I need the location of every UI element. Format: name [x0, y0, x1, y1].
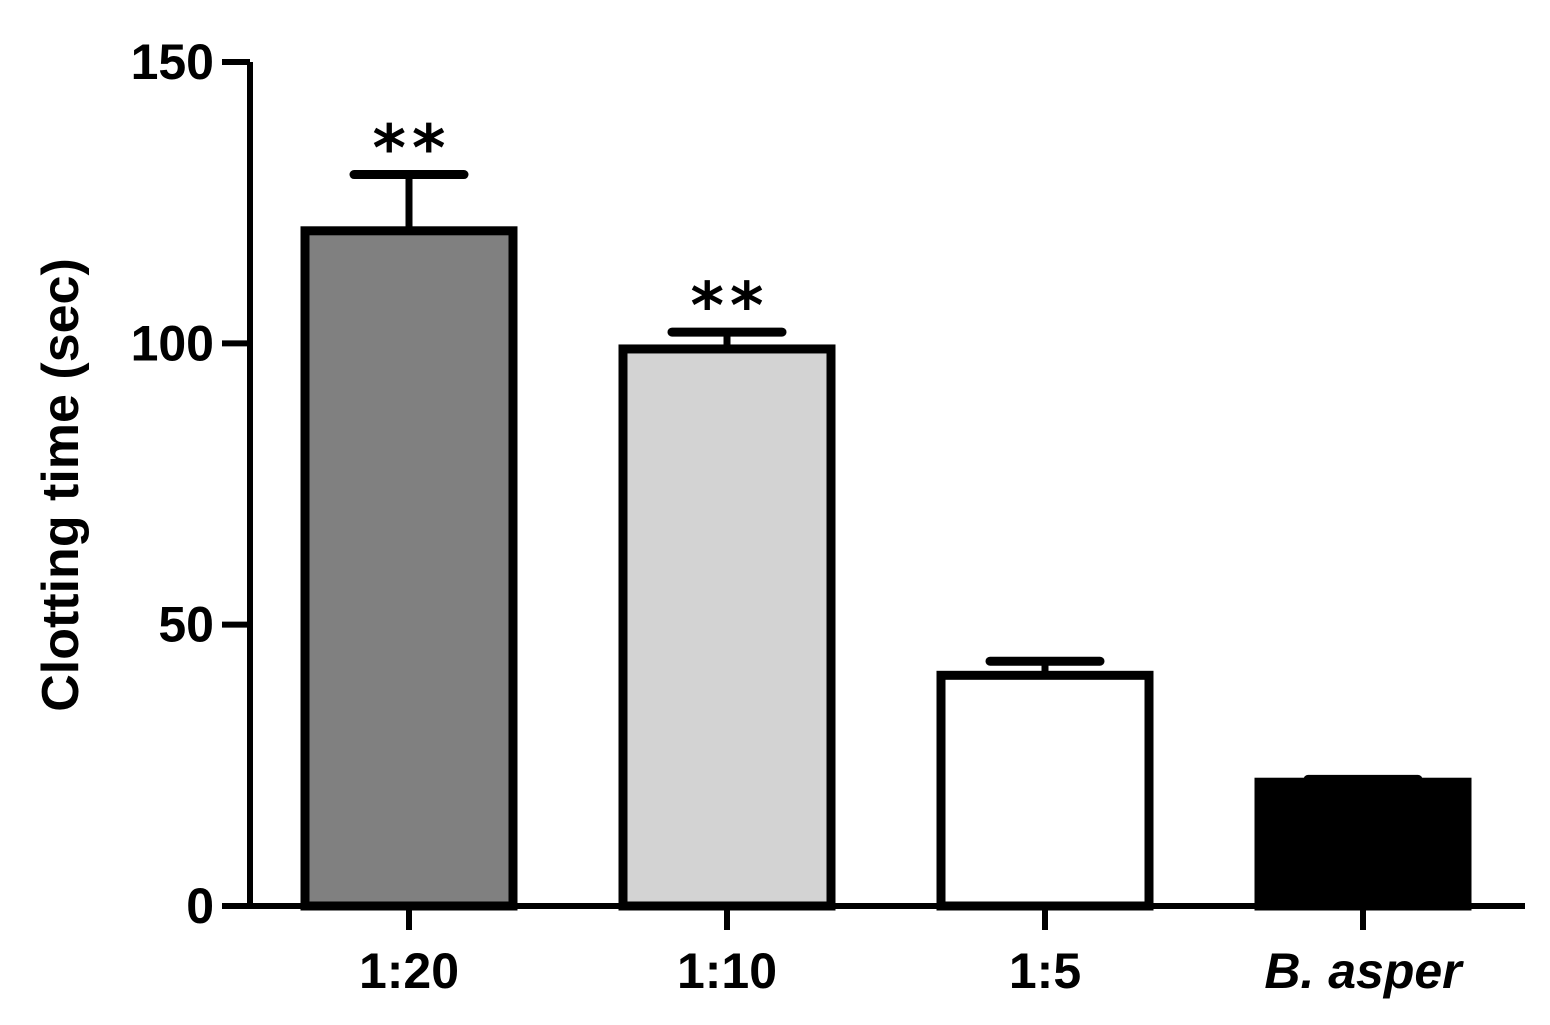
- x-tick-label: 1:5: [1009, 943, 1081, 999]
- x-tick-label: 1:20: [359, 943, 459, 999]
- y-tick-label: 0: [186, 878, 214, 934]
- y-tick-label: 50: [158, 597, 214, 653]
- bar: [1254, 777, 1472, 911]
- y-tick-label: 100: [131, 315, 214, 371]
- bar: [618, 344, 836, 911]
- y-tick-label: 150: [131, 34, 214, 90]
- significance-marker: **: [373, 113, 452, 187]
- y-axis-title: Clotting time (sec): [32, 258, 90, 712]
- bar: [300, 226, 518, 911]
- x-tick-label: B. asper: [1264, 943, 1464, 999]
- significance-marker: **: [691, 270, 770, 344]
- plot-area: 0 50 100 150 ** 1:20 ** 1:10 1:5 B. asper: [131, 34, 1525, 999]
- bar: [936, 670, 1154, 911]
- x-tick-label: 1:10: [677, 943, 777, 999]
